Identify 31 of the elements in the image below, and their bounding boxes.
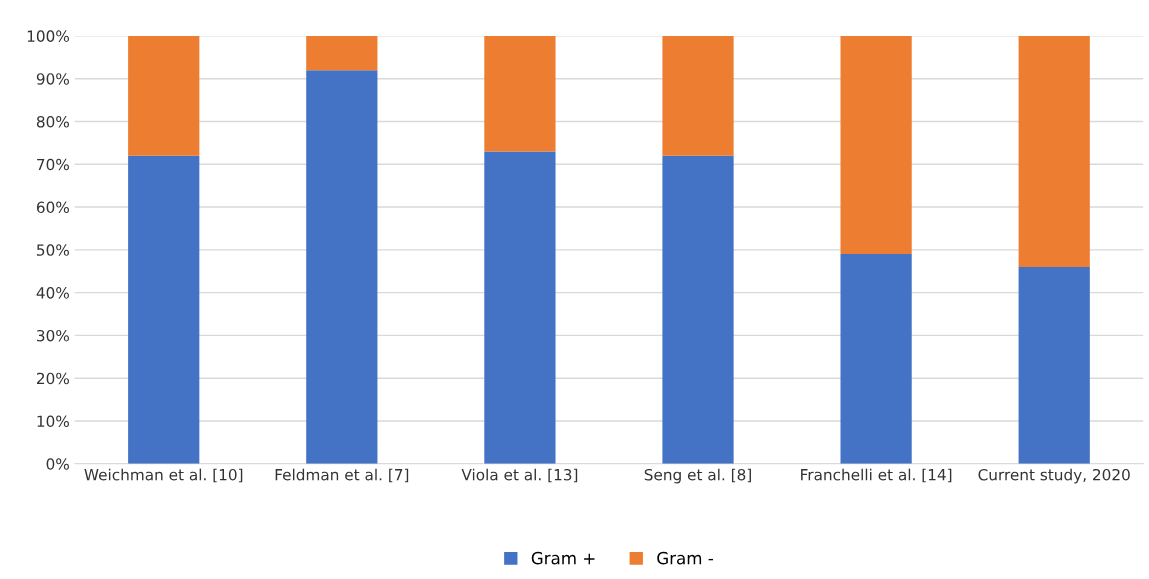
- bar: [662, 35, 734, 156]
- y-tick-label: 0%: [46, 458, 69, 470]
- bar: [662, 155, 734, 464]
- y-tick-label: 30%: [37, 329, 69, 342]
- x-tick-label: Franchelli et al. [14]: [801, 468, 952, 483]
- x-tick-label: Viola et al. [13]: [461, 468, 578, 483]
- y-tick-label: 60%: [36, 201, 69, 214]
- legend-label: Gram +: [531, 551, 595, 565]
- bar: [484, 151, 556, 464]
- x-tick-label: Current study, 2020: [978, 468, 1130, 484]
- bar: [128, 35, 200, 156]
- x-tick-label: Seng et al. [8]: [644, 468, 751, 484]
- y-tick-label: 90%: [36, 73, 69, 85]
- x-tick-label: Feldman et al. [7]: [275, 468, 409, 483]
- x-tick-label: Weichman et al. [10]: [84, 468, 243, 483]
- bar: [128, 155, 200, 464]
- bar: [840, 254, 912, 464]
- bar: [1018, 35, 1090, 267]
- bar: [306, 70, 378, 464]
- bar: [484, 35, 556, 152]
- y-tick-label: 10%: [37, 415, 69, 428]
- y-tick-label: 40%: [36, 287, 69, 299]
- legend-label: Gram -: [657, 551, 713, 565]
- bar: [306, 35, 378, 71]
- y-tick-label: 80%: [36, 115, 69, 128]
- bar: [1018, 266, 1090, 464]
- bar: [840, 35, 912, 255]
- y-tick-label: 20%: [36, 372, 69, 385]
- y-tick-label: 100%: [27, 30, 69, 42]
- y-tick-label: 70%: [37, 158, 69, 171]
- y-tick-label: 50%: [37, 244, 69, 256]
